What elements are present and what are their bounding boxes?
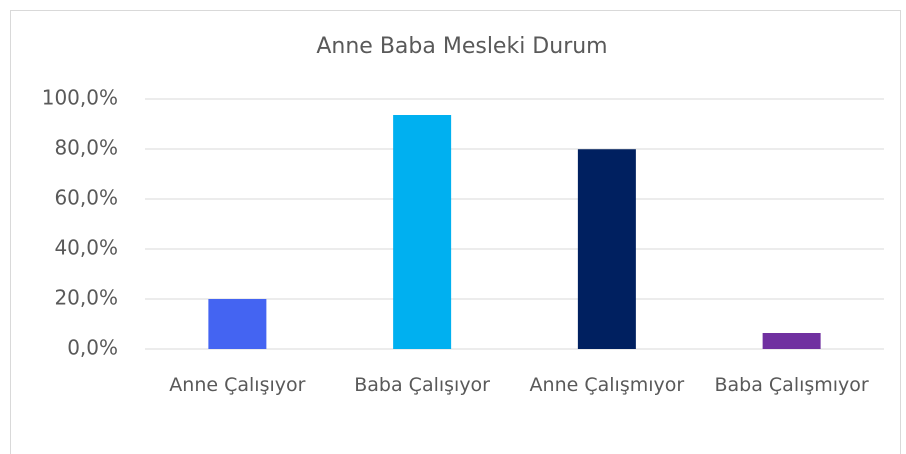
y-tick-label: 40,0% xyxy=(54,236,118,260)
bar xyxy=(393,115,452,349)
x-tick-label: Anne Çalışıyor xyxy=(169,374,306,396)
y-tick-label: 20,0% xyxy=(54,286,118,310)
x-tick-label: Baba Çalışmıyor xyxy=(714,374,869,396)
x-tick-label: Anne Çalışmıyor xyxy=(529,374,685,396)
y-tick-label: 80,0% xyxy=(54,136,118,160)
y-tick-label: 60,0% xyxy=(54,186,118,210)
chart-frame xyxy=(10,10,901,454)
bar xyxy=(208,299,267,349)
y-tick-label: 100,0% xyxy=(42,86,118,110)
y-tick-label: 0,0% xyxy=(67,336,118,360)
chart-title: Anne Baba Mesleki Durum xyxy=(316,34,607,59)
bar xyxy=(577,149,636,349)
bar xyxy=(762,333,821,349)
x-tick-label: Baba Çalışıyor xyxy=(354,374,490,396)
